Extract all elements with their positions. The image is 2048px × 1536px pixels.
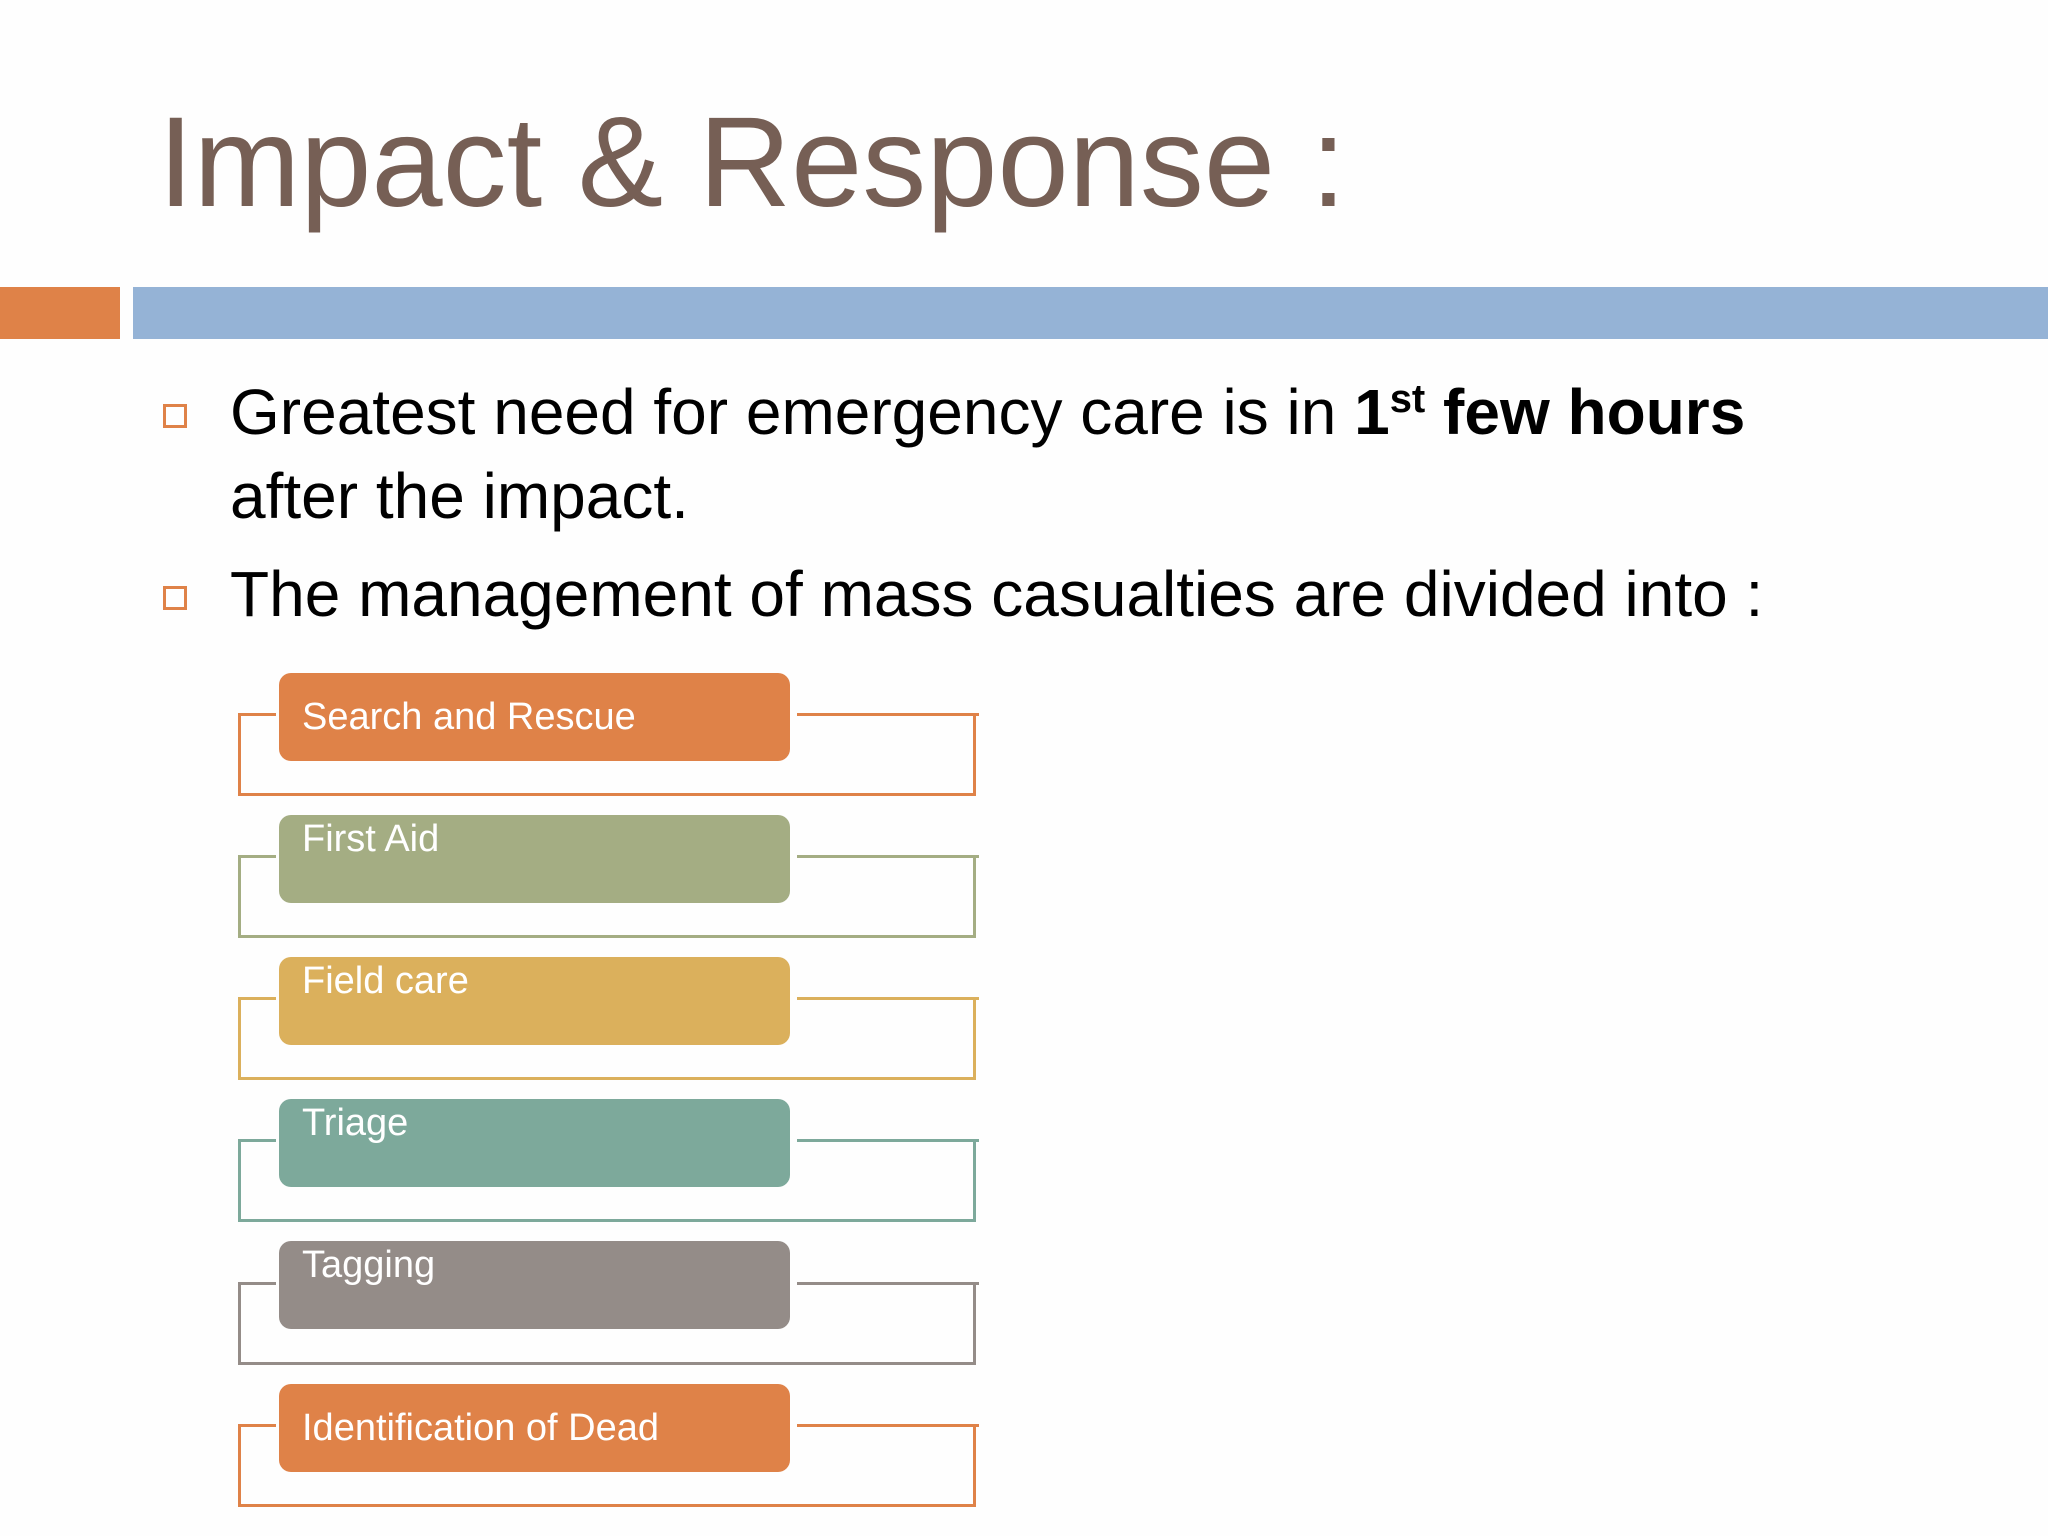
step-field-care: Field care <box>279 957 790 1045</box>
bullet-text: Greatest need for emergency care is in 1… <box>230 376 1746 532</box>
step-frame <box>238 1139 979 1222</box>
emphasis-superscript: st <box>1389 377 1426 421</box>
step-frame <box>238 997 979 1080</box>
square-bullet-icon <box>163 404 187 428</box>
step-frame <box>238 855 979 938</box>
emphasis-text: few hours <box>1443 376 1746 448</box>
step-tagging: Tagging <box>279 1241 790 1329</box>
emphasis-number: 1 <box>1354 376 1390 448</box>
slide-title: Impact & Response : <box>158 91 1347 234</box>
title-divider-bar <box>133 287 2048 339</box>
square-bullet-icon <box>163 586 187 610</box>
title-accent-bar <box>0 287 120 339</box>
bullet-text: The management of mass casualties are di… <box>230 558 1764 630</box>
step-first-aid: First Aid <box>279 815 790 903</box>
step-triage: Triage <box>279 1099 790 1187</box>
step-frame <box>238 713 979 796</box>
step-frame <box>238 1282 979 1365</box>
step-identification-of-dead: Identification of Dead <box>279 1384 790 1472</box>
step-frame <box>238 1424 979 1507</box>
step-search-and-rescue: Search and Rescue <box>279 673 790 761</box>
